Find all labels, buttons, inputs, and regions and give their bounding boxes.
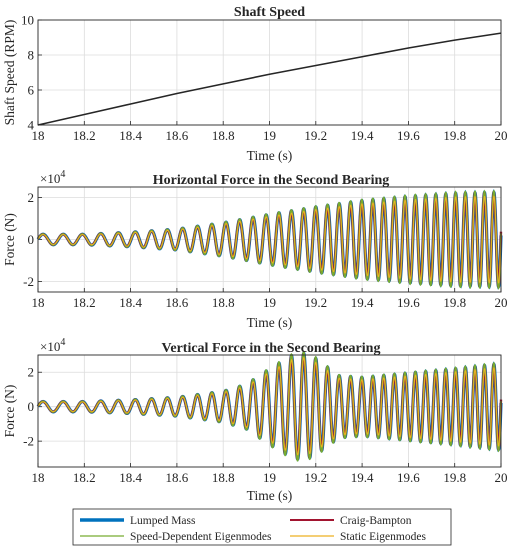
y-axis-multiplier: ×104 [40,169,65,186]
x-tick-label: 18.2 [73,295,96,310]
x-axis-label: Time (s) [247,148,293,163]
y-axis-label: Force (N) [2,213,17,266]
x-tick-label: 18.2 [73,128,96,143]
y-tick-labels: 4 6 8 10 [21,13,35,133]
x-tick-labels: 18 18.2 18.4 18.6 18.8 19 19.2 19.4 19.6 19.8 20 [32,295,508,310]
legend-entry-static-eigenmodes: Static Eigenmodes [290,531,426,543]
x-tick-label: 18.8 [212,128,235,143]
x-tick-label: 19.4 [351,295,374,310]
y-tick-label: 8 [28,48,35,63]
legend-entry-lumped-mass: Lumped Mass [80,515,196,527]
legend-label: Static Eigenmodes [340,531,426,543]
x-tick-labels: 18 18.2 18.4 18.6 18.8 19 19.2 19.4 19.6 19.8 20 [32,470,508,485]
plot-lines [36,350,503,462]
x-tick-label: 18.4 [119,470,142,485]
axes-box [37,354,502,468]
x-tick-label: 19.8 [443,295,466,310]
legend-label: Craig-Bampton [340,515,412,527]
x-tick-label: 19.8 [443,470,466,485]
x-axis-label: Time (s) [247,315,293,330]
y-tick-labels: -2 0 2 [23,365,34,449]
y-tick-label: -2 [23,274,34,289]
legend-entry-craig-bampton: Craig-Bampton [290,515,412,527]
y-tick-label: 2 [28,190,35,205]
axes-box [37,186,502,293]
shaft-speed-panel: 18 18.2 18.4 18.6 18.8 19 19.2 19.4 19.6 19.8 20 4… [2,5,508,163]
y-tick-label: 0 [28,232,35,247]
chart-title: Horizontal Force in the Second Bearing [153,173,390,188]
grid [37,19,502,126]
x-tick-label: 20 [495,128,508,143]
x-axis-label: Time (s) [247,488,293,503]
x-tick-label: 19 [263,470,276,485]
legend-label: Speed-Dependent Eigenmodes [130,531,272,543]
x-tick-label: 20 [495,295,508,310]
y-tick-label: 0 [28,399,35,414]
x-tick-label: 18.6 [166,295,189,310]
y-axis-label: Shaft Speed (RPM) [2,20,17,126]
x-tick-label: 18.4 [119,295,142,310]
x-tick-labels: 18 18.2 18.4 18.6 18.8 19 19.2 19.4 19.6 19.8 20 [32,128,508,143]
x-tick-label: 19 [263,295,276,310]
y-tick-label: 4 [28,118,35,133]
x-tick-label: 19.6 [397,128,420,143]
y-tick-labels: -2 0 2 [23,190,34,289]
x-tick-label: 19.2 [304,470,327,485]
x-tick-label: 18 [32,470,45,485]
y-axis-label: Force (N) [2,385,17,438]
horizontal-force-panel: 18 18.2 18.4 18.6 18.8 19 19.2 19.4 19.6 19.8 20 -… [2,169,508,330]
y-tick-label: 10 [21,13,34,28]
x-tick-label: 19.6 [397,470,420,485]
x-tick-label: 19.4 [351,128,374,143]
x-tick-label: 19.2 [304,295,327,310]
x-tick-label: 18.6 [166,128,189,143]
y-tick-label: 6 [28,83,35,98]
x-tick-label: 18.8 [212,295,235,310]
x-tick-label: 19.8 [443,128,466,143]
x-tick-label: 20 [495,470,508,485]
legend: Lumped Mass Craig-Bampton Speed-Dependen… [72,508,452,546]
legend-entry-speed-dependent-eigenmodes: Speed-Dependent Eigenmodes [80,531,272,543]
shaft-speed-line [37,32,502,126]
plot-lines [36,189,503,290]
chart-title: Shaft Speed [234,5,305,20]
x-tick-label: 19.4 [351,470,374,485]
legend-label: Lumped Mass [130,515,196,527]
x-tick-label: 18 [32,128,45,143]
chart-title: Vertical Force in the Second Bearing [162,341,381,356]
axes-box [37,19,502,126]
plot-lines [37,32,502,126]
legend-box [72,508,452,546]
x-tick-label: 18.2 [73,470,96,485]
static-eigenmodes-line [37,195,502,284]
x-tick-label: 19.6 [397,295,420,310]
x-tick-label: 19 [263,128,276,143]
y-tick-label: 2 [28,365,35,380]
static-eigenmodes-line [37,357,502,456]
x-tick-label: 19.2 [304,128,327,143]
x-tick-label: 18.6 [166,470,189,485]
vertical-force-panel: 18 18.2 18.4 18.6 18.8 19 19.2 19.4 19.6 19.8 20 -… [2,337,508,503]
y-tick-label: -2 [23,434,34,449]
x-tick-label: 18 [32,295,45,310]
x-tick-label: 18.8 [212,470,235,485]
y-axis-multiplier: ×104 [40,337,65,354]
x-tick-label: 18.4 [119,128,142,143]
